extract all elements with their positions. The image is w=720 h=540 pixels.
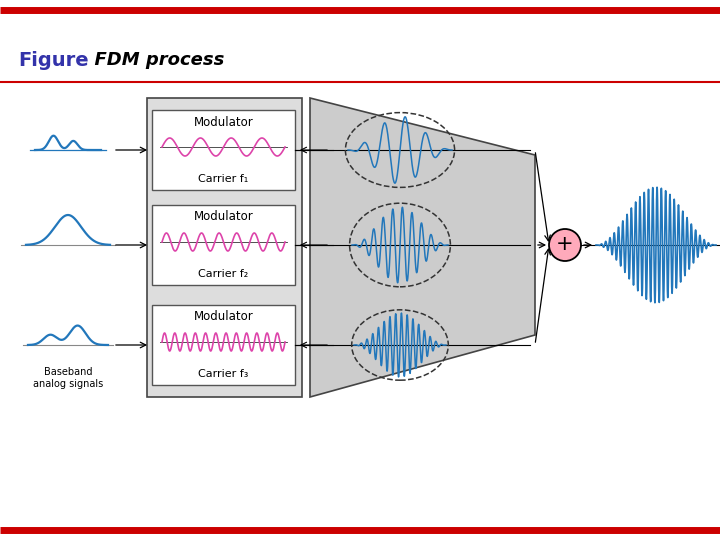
Circle shape [549, 229, 581, 261]
FancyBboxPatch shape [152, 305, 295, 385]
Text: Figure: Figure [18, 51, 89, 70]
Text: FDM process: FDM process [82, 51, 225, 69]
FancyBboxPatch shape [152, 110, 295, 190]
Text: Modulator: Modulator [194, 116, 253, 129]
Text: Carrier f₁: Carrier f₁ [199, 174, 248, 184]
FancyBboxPatch shape [147, 98, 302, 397]
Text: Modulator: Modulator [194, 310, 253, 323]
Polygon shape [310, 98, 535, 397]
Text: Baseband
analog signals: Baseband analog signals [33, 367, 103, 389]
Text: Modulator: Modulator [194, 211, 253, 224]
FancyBboxPatch shape [152, 205, 295, 285]
Text: Carrier f₂: Carrier f₂ [199, 269, 248, 279]
Text: Carrier f₃: Carrier f₃ [198, 369, 248, 379]
Text: +: + [556, 234, 574, 254]
